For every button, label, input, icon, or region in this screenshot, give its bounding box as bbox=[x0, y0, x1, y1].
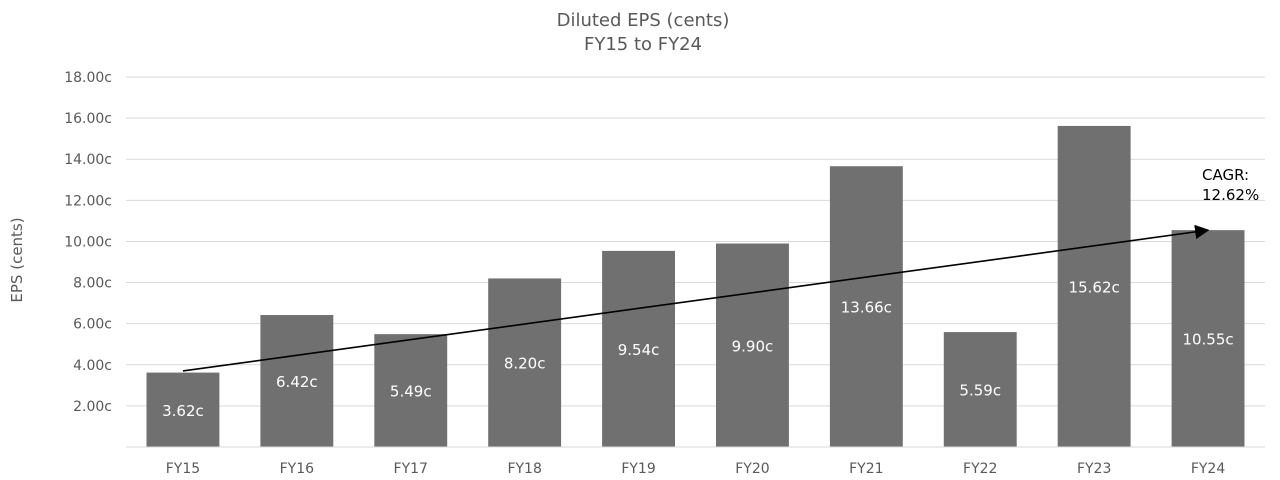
x-tick-label: FY16 bbox=[280, 461, 315, 477]
cagr-annotation-line2: 12.62% bbox=[1202, 186, 1259, 204]
y-tick-label: 8.00c bbox=[73, 276, 112, 292]
bar bbox=[716, 243, 789, 447]
y-tick-label: 4.00c bbox=[73, 358, 112, 374]
bar bbox=[374, 334, 448, 447]
bar bbox=[488, 278, 562, 447]
chart-subtitle: FY15 to FY24 bbox=[584, 34, 702, 55]
data-label: 9.90c bbox=[732, 337, 774, 355]
data-label: 13.66c bbox=[841, 299, 892, 317]
y-tick-label: 2.00c bbox=[73, 399, 112, 415]
data-labels: 3.62c 6.42c 5.49c 8.20c 9.54c 9.90c 13.66c 5.59… bbox=[162, 278, 1234, 419]
x-tick-label: FY17 bbox=[394, 461, 428, 477]
data-label: 8.20c bbox=[504, 355, 546, 373]
data-label: 5.59c bbox=[959, 382, 1001, 400]
y-tick-label: 16.00c bbox=[64, 111, 112, 127]
bar bbox=[829, 166, 903, 447]
y-tick-label: 18.00c bbox=[64, 70, 112, 86]
bar bbox=[943, 332, 1017, 447]
y-axis-label: EPS (cents) bbox=[8, 217, 26, 302]
data-label: 5.49c bbox=[390, 383, 432, 401]
x-tick-label: FY22 bbox=[963, 461, 997, 477]
chart-title: Diluted EPS (cents) bbox=[557, 10, 730, 31]
bar bbox=[602, 250, 675, 447]
y-tick-label: 6.00c bbox=[73, 317, 112, 333]
bar bbox=[146, 372, 220, 447]
x-tick-label: FY18 bbox=[507, 461, 541, 477]
cagr-annotation-line1: CAGR: bbox=[1202, 166, 1249, 184]
x-tick-label: FY19 bbox=[621, 461, 655, 477]
x-tick-label: FY20 bbox=[735, 461, 769, 477]
bar bbox=[260, 315, 334, 447]
y-tick-labels: 2.00c 4.00c 6.00c 8.00c 10.00c 12.00c 14.00c 16… bbox=[64, 70, 112, 415]
x-tick-labels: FY15 FY16 FY17 FY18 FY19 FY20 FY21 FY22 FY23 FY24 bbox=[166, 461, 1226, 477]
x-tick-label: FY23 bbox=[1077, 461, 1111, 477]
y-tick-label: 14.00c bbox=[64, 152, 112, 168]
y-tick-label: 10.00c bbox=[64, 234, 112, 250]
bars bbox=[146, 125, 1245, 447]
x-tick-label: FY21 bbox=[849, 461, 883, 477]
bar bbox=[1171, 230, 1245, 447]
data-label: 6.42c bbox=[276, 373, 318, 391]
data-label: 3.62c bbox=[162, 402, 204, 420]
x-tick-label: FY24 bbox=[1191, 461, 1226, 477]
data-label: 10.55c bbox=[1182, 331, 1233, 349]
data-label: 9.54c bbox=[618, 341, 660, 359]
bar bbox=[1057, 125, 1131, 447]
trend-arrow bbox=[182, 224, 1210, 372]
x-tick-label: FY15 bbox=[166, 461, 200, 477]
y-tick-label: 12.00c bbox=[64, 193, 112, 209]
data-label: 15.62c bbox=[1069, 278, 1120, 296]
